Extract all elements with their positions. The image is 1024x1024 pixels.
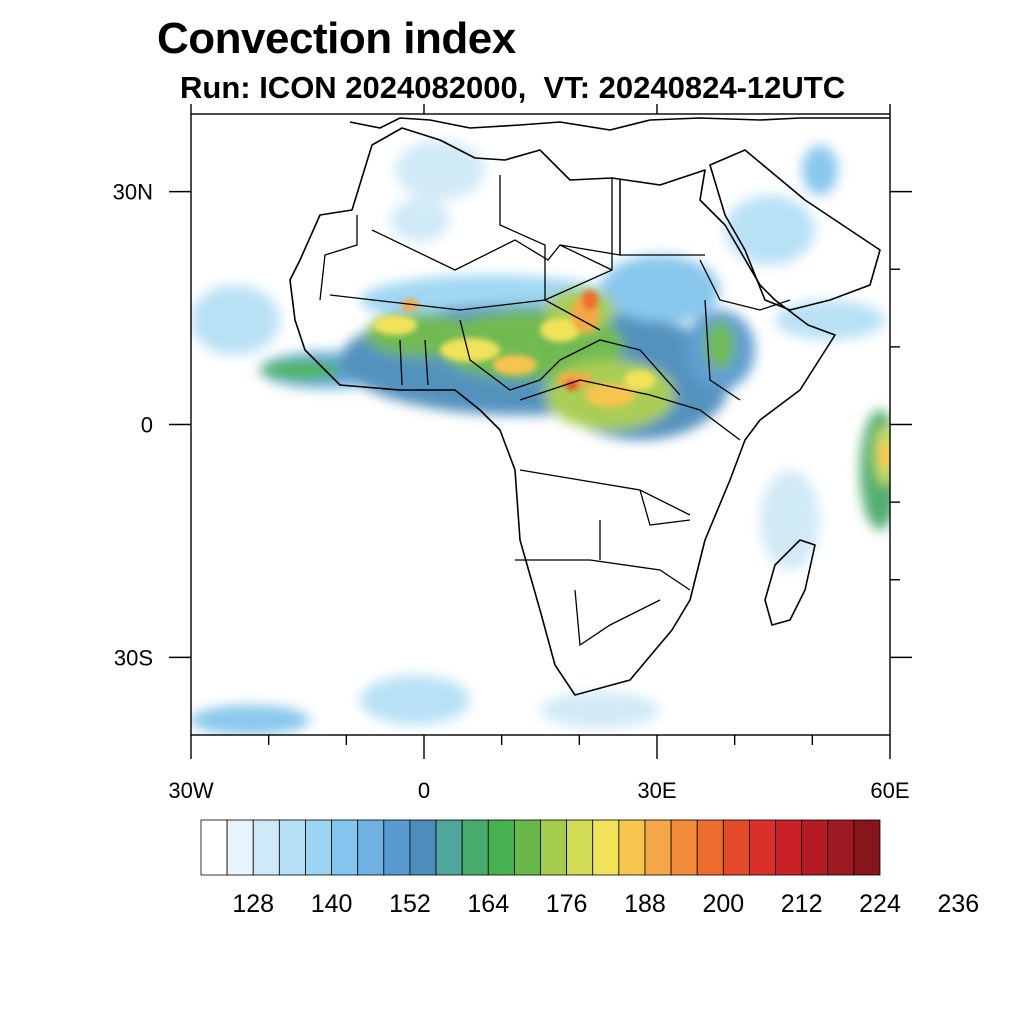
- colorbar-swatch: [592, 819, 620, 876]
- lat-tick-label: 30S: [114, 645, 153, 670]
- colorbar-label: 140: [311, 890, 353, 918]
- colorbar: [200, 819, 881, 876]
- convection-field: [191, 140, 890, 735]
- colorbar-swatch: [696, 819, 724, 876]
- colorbar-label: 176: [546, 890, 588, 918]
- arabia-coastline: [709, 149, 881, 311]
- europe-coastline: [349, 117, 890, 131]
- colorbar-swatch: [383, 819, 411, 876]
- lon-tick-label: 30W: [168, 778, 213, 803]
- colorbar-swatch: [540, 819, 568, 876]
- colorbar-label: 188: [624, 890, 666, 918]
- colorbar-swatch: [357, 819, 385, 876]
- colorbar-swatch: [618, 819, 646, 876]
- colorbar-swatch: [252, 819, 280, 876]
- colorbar-swatch: [513, 819, 541, 876]
- colorbar-swatch: [853, 819, 881, 876]
- colorbar-swatch: [487, 819, 515, 876]
- colorbar-label: 236: [937, 890, 979, 918]
- colorbar-swatch: [644, 819, 672, 876]
- colorbar-swatch: [409, 819, 437, 876]
- lon-tick-label: 60E: [870, 778, 909, 803]
- colorbar-swatch: [331, 819, 359, 876]
- colorbar-swatch: [461, 819, 489, 876]
- colorbar-label: 128: [232, 890, 274, 918]
- axis-ticks: [169, 104, 912, 759]
- axis-labels: 30W 0 30E 60E 30N 0 30S: [113, 180, 910, 803]
- lat-tick-label: 0: [141, 413, 153, 438]
- colorbar-labels: 128 140 152 164 176 188 200 212 224 236: [232, 890, 979, 918]
- lon-tick-label: 0: [418, 778, 430, 803]
- colorbar-swatch: [827, 819, 855, 876]
- colorbar-swatch: [305, 819, 332, 876]
- colorbar-swatch: [775, 819, 803, 876]
- lon-tick-label: 30E: [637, 778, 676, 803]
- colorbar-swatch: [278, 819, 306, 876]
- map-subtitle: Run: ICON 2024082000, VT: 20240824-12UTC: [180, 70, 846, 105]
- colorbar-swatch: [749, 819, 776, 876]
- colorbar-swatch: [200, 819, 228, 876]
- colorbar-swatch: [566, 819, 594, 876]
- colorbar-swatch: [435, 819, 463, 876]
- colorbar-swatch: [801, 819, 829, 876]
- colorbar-label: 212: [781, 890, 823, 918]
- colorbar-swatch: [670, 819, 698, 876]
- coastlines: [289, 117, 890, 696]
- colorbar-swatch: [226, 819, 254, 876]
- colorbar-label: 224: [859, 890, 901, 918]
- africa-coastline: [289, 127, 836, 696]
- lat-tick-label: 30N: [113, 180, 153, 205]
- colorbar-label: 200: [702, 890, 744, 918]
- colorbar-label: 152: [389, 890, 431, 918]
- map-title: Convection index: [157, 14, 516, 63]
- country-borders: [319, 175, 791, 647]
- madagascar-coastline: [764, 539, 816, 626]
- colorbar-swatch: [722, 819, 750, 876]
- colorbar-label: 164: [467, 890, 509, 918]
